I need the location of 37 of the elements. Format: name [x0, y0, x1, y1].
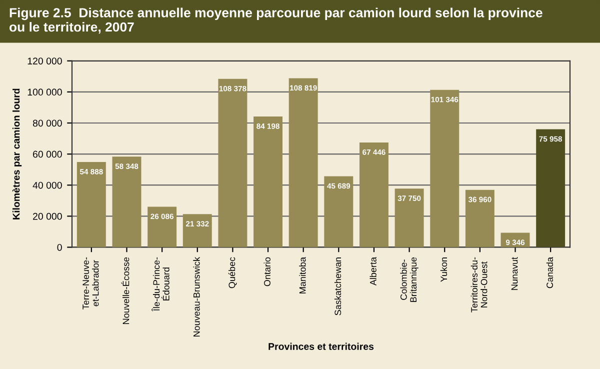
bar — [465, 190, 494, 248]
bar — [360, 142, 388, 248]
x-tick-label: Manitoba — [299, 256, 306, 294]
y-tick-label: 0 — [57, 244, 62, 251]
x-tick-label: Colombie- Britannique — [400, 257, 418, 302]
y-tick-label: 40 000 — [32, 182, 62, 189]
bar — [218, 78, 248, 248]
x-tick-label: Alberta — [370, 256, 376, 286]
y-tick-label: 20 000 — [33, 212, 62, 220]
bar — [536, 129, 566, 248]
y-axis-title: Kilomètres par camion lourd — [12, 88, 22, 220]
bar — [148, 206, 177, 248]
x-tick-label: Territoires-du- Nord-Ouest — [470, 257, 488, 312]
x-tick-label: Canada — [546, 256, 553, 288]
bar — [254, 116, 282, 248]
bar — [182, 214, 212, 248]
bar — [76, 162, 106, 248]
y-tick-label: 60 000 — [33, 150, 62, 158]
x-tick-label: Nouvelle-Écosse — [121, 257, 130, 324]
x-tick-label: Yukon — [440, 258, 448, 282]
x-tick-label: Île-du-Prince- Édouard — [152, 257, 170, 312]
bar — [112, 156, 142, 248]
x-tick-label: Saskatchewan — [334, 258, 342, 316]
bar — [288, 78, 318, 248]
x-tick-label: Ontario — [264, 257, 270, 286]
bar — [430, 90, 460, 248]
x-tick-label: Nunavut — [511, 257, 518, 290]
x-tick-label: Terre-Neuve- et-Labrador — [82, 257, 99, 310]
x-tick-label: Nouveau-Brunswick — [193, 256, 200, 336]
x-tick-label: Québec — [228, 257, 237, 288]
y-tick-label: 120 000 — [28, 58, 62, 65]
x-axis-title: Provinces et territoires — [268, 342, 374, 350]
bar — [394, 188, 424, 248]
chart-title: Figure 2.5 Distance annuelle moyenne parcourue par camion lourd selon la province ou le territoire, 2007 — [10, 8, 542, 34]
bar — [324, 176, 354, 248]
y-tick-label: 100 000 — [28, 88, 62, 96]
y-tick-label: 80 000 — [32, 120, 62, 127]
